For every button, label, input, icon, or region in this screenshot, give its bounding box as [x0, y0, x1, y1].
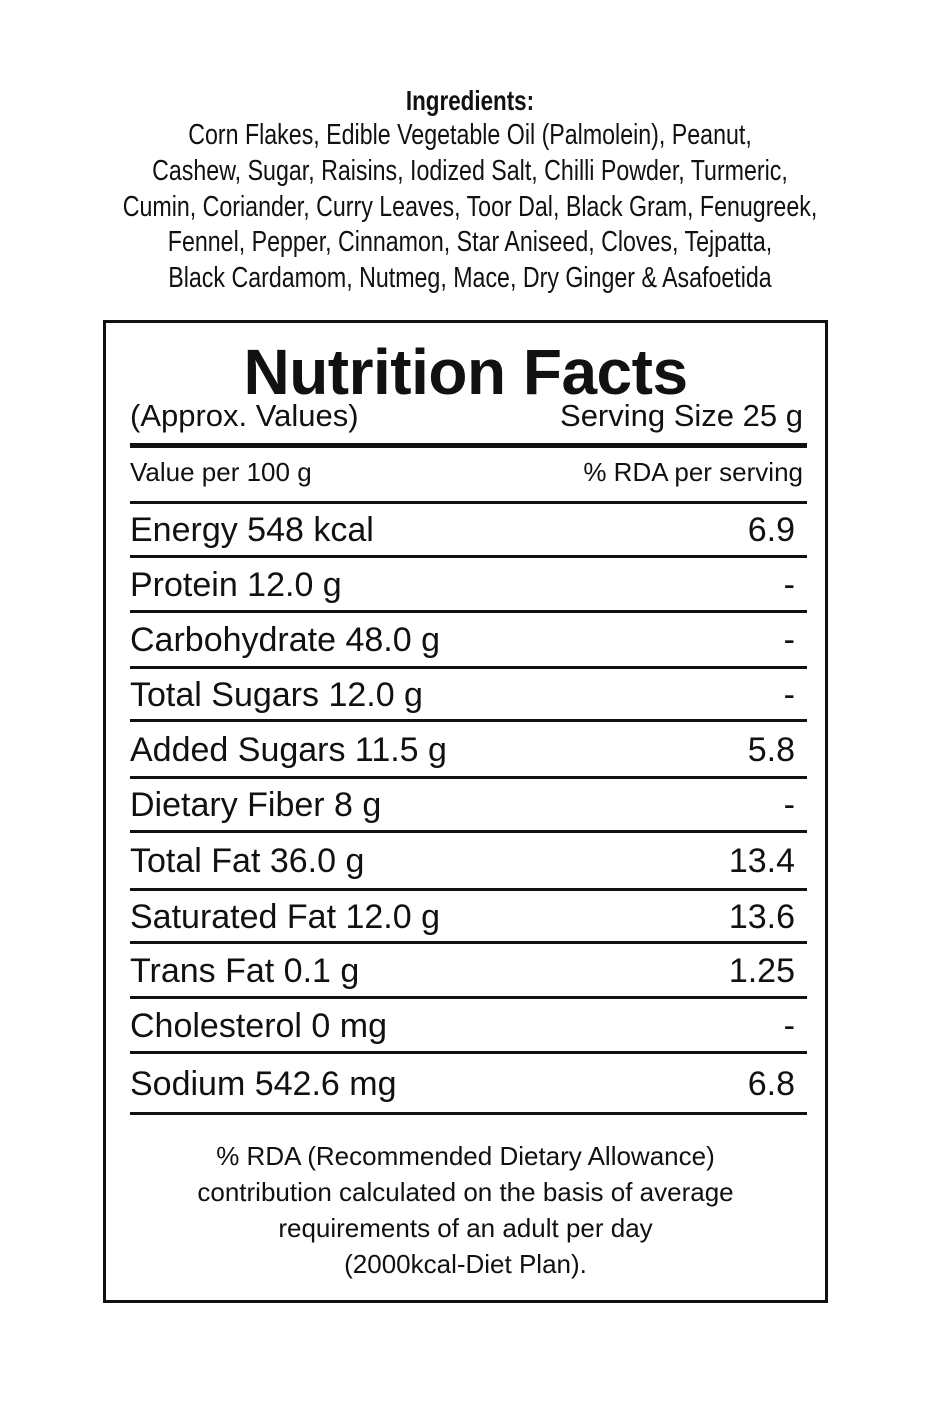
nutrient-rda: -	[783, 786, 795, 824]
divider	[130, 719, 807, 722]
divider	[130, 666, 807, 669]
footnote-line: contribution calculated on the basis of …	[197, 1177, 734, 1207]
nutrient-row: Added Sugars 11.5 g 5.8	[130, 730, 795, 770]
divider	[130, 610, 807, 613]
divider	[130, 1112, 807, 1115]
approx-values-label: (Approx. Values)	[130, 398, 359, 433]
nutrient-label: Total Fat 36.0 g	[130, 842, 365, 880]
nutrient-label: Energy 548 kcal	[130, 511, 374, 549]
ingredients-title: Ingredients:	[405, 85, 535, 116]
nutrient-rda: 5.8	[747, 730, 795, 769]
nutrient-rda: -	[783, 565, 795, 604]
ingredients-line: Cashew, Sugar, Raisins, Iodized Salt, Ch…	[152, 154, 788, 187]
nutrient-label: Added Sugars 11.5 g	[130, 730, 447, 769]
ingredients-line: Corn Flakes, Edible Vegetable Oil (Palmo…	[188, 119, 752, 151]
divider	[130, 996, 807, 999]
footnote-line: requirements of an adult per day	[278, 1213, 653, 1243]
nutrient-row: Total Fat 36.0 g 13.4	[130, 841, 795, 881]
nutrient-rda: 13.6	[728, 897, 795, 936]
serving-size: Serving Size 25 g	[560, 398, 803, 433]
footnote: % RDA (Recommended Dietary Allowance) co…	[106, 1138, 825, 1282]
nutrient-row: Energy 548 kcal 6.9	[130, 510, 795, 550]
nutrient-row: Protein 12.0 g -	[130, 565, 795, 605]
nutrient-label: Cholesterol 0 mg	[130, 1006, 388, 1045]
divider	[130, 830, 807, 833]
nutrient-row: Carbohydrate 48.0 g -	[130, 620, 795, 660]
divider	[130, 941, 807, 944]
nutrient-rda: 6.9	[747, 511, 795, 549]
nutrient-rda: -	[783, 1006, 795, 1045]
nutrient-label: Total Sugars 12.0 g	[130, 675, 423, 714]
footnote-line: % RDA (Recommended Dietary Allowance)	[216, 1141, 715, 1171]
divider	[130, 443, 807, 448]
ingredients-line: Cumin, Coriander, Curry Leaves, Toor Dal…	[122, 190, 818, 223]
nutrient-row: Cholesterol 0 mg -	[130, 1006, 795, 1046]
column-header-rda: % RDA per serving	[583, 457, 803, 487]
nutrient-label: Protein 12.0 g	[130, 565, 342, 604]
nutrition-facts-panel: Nutrition Facts (Approx. Values) Serving…	[103, 320, 828, 1303]
nutrient-rda: -	[783, 675, 795, 714]
nutrient-row: Sodium 542.6 mg 6.8	[130, 1064, 795, 1104]
nutrient-label: Sodium 542.6 mg	[130, 1064, 397, 1103]
nutrient-rda: -	[783, 621, 795, 659]
nutrient-rda: 1.25	[728, 951, 795, 990]
nutrient-row: Saturated Fat 12.0 g 13.6	[130, 897, 795, 937]
column-header-value: Value per 100 g	[130, 457, 312, 487]
nutrient-label: Dietary Fiber 8 g	[130, 786, 382, 824]
divider	[130, 555, 807, 558]
serving-info: (Approx. Values) Serving Size 25 g	[130, 398, 803, 434]
footnote-line: (2000kcal-Diet Plan).	[344, 1249, 587, 1279]
nutrient-label: Saturated Fat 12.0 g	[130, 897, 440, 936]
divider	[130, 776, 807, 779]
divider	[130, 888, 807, 891]
nutrient-row: Trans Fat 0.1 g 1.25	[130, 951, 795, 991]
nutrient-rda: 6.8	[747, 1064, 795, 1103]
nutrient-label: Carbohydrate 48.0 g	[130, 621, 440, 659]
ingredients-section: Ingredients: Corn Flakes, Edible Vegetab…	[0, 84, 940, 297]
divider	[130, 1051, 807, 1054]
divider	[130, 501, 807, 504]
nutrient-rda: 13.4	[728, 842, 795, 880]
nutrient-label: Trans Fat 0.1 g	[130, 951, 360, 990]
column-header: Value per 100 g % RDA per serving	[130, 456, 803, 488]
ingredients-line: Fennel, Pepper, Cinnamon, Star Aniseed, …	[167, 226, 773, 259]
ingredients-line: Black Cardamom, Nutmeg, Mace, Dry Ginger…	[168, 262, 772, 295]
nutrient-row: Total Sugars 12.0 g -	[130, 675, 795, 715]
nutrient-row: Dietary Fiber 8 g -	[130, 785, 795, 825]
nutrition-title: Nutrition Facts	[243, 336, 688, 408]
